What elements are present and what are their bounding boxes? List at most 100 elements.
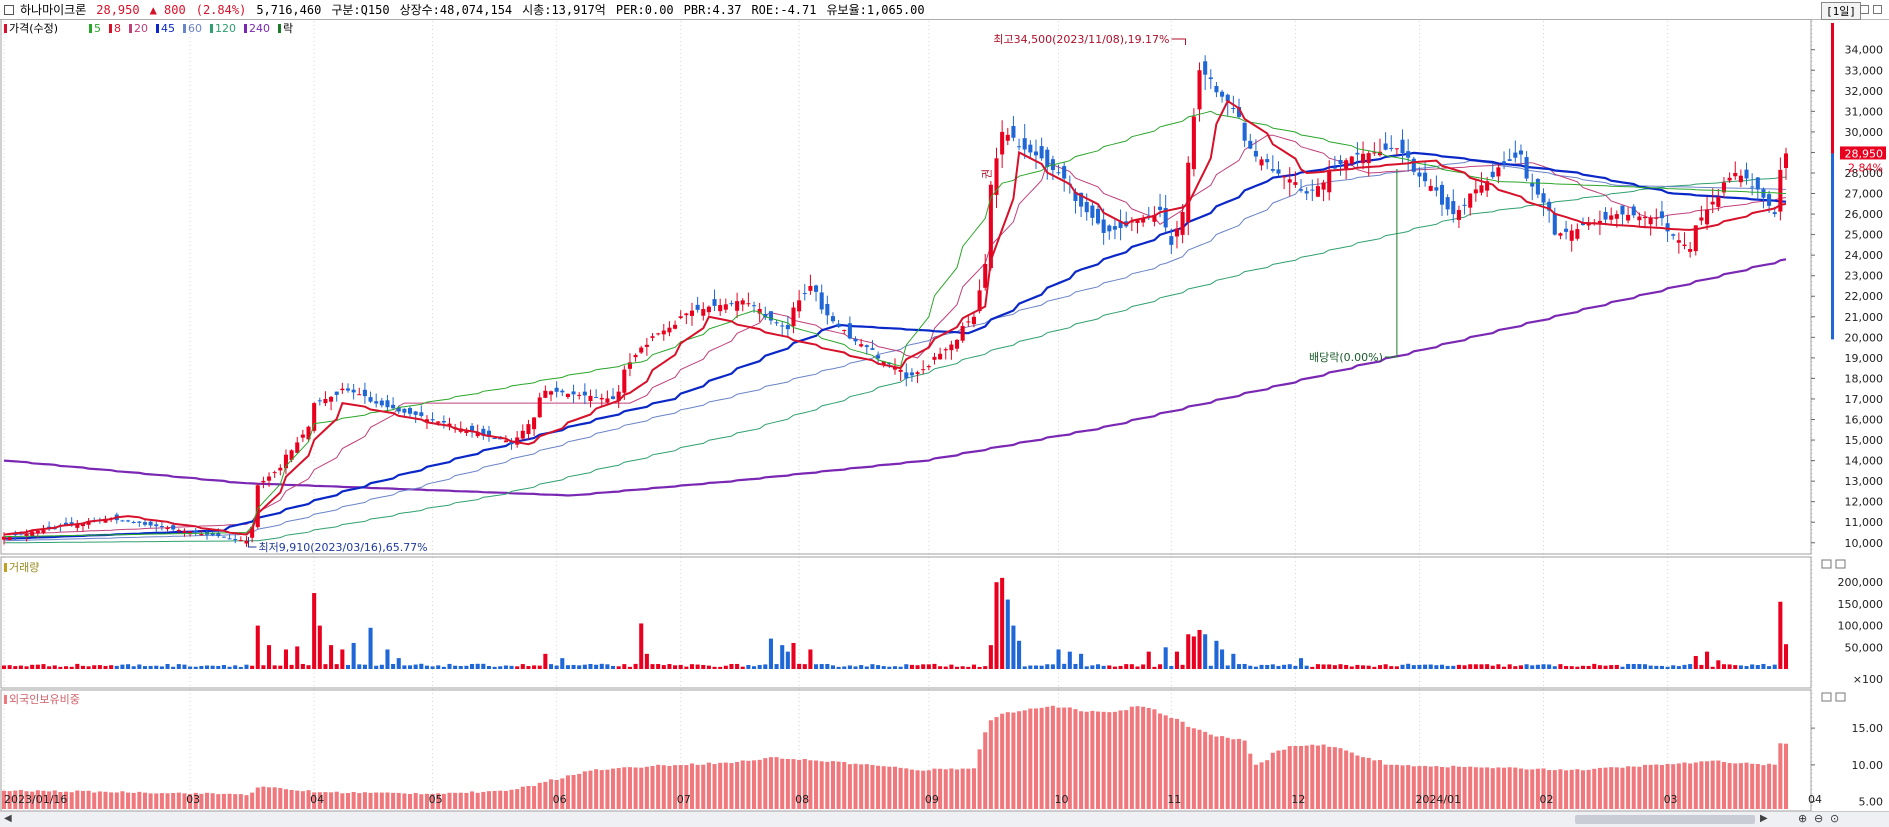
close-icon[interactable] [1873,5,1882,14]
candle-body [588,395,593,402]
volume-bar [379,664,384,669]
foreign-bar [712,764,717,809]
legend-swatch [4,24,7,33]
volume-bar [503,665,508,669]
price-tick-label: 12,000 [1845,496,1884,509]
foreign-bar [1282,749,1287,809]
foreign-bar [47,791,52,809]
candle-body [605,398,610,403]
scroll-left-icon[interactable]: ◀ [4,813,12,824]
foreign-bar [1259,762,1264,809]
zoom-reset-icon[interactable]: ⊙ [1830,812,1840,825]
ma5-path [3,110,1787,538]
foreign-bar [1090,710,1095,809]
foreign-bar [278,788,283,809]
foreign-bar [92,792,97,809]
foreign-bar [1174,718,1179,809]
candle-body [661,330,666,335]
foreign-bar [1558,769,1563,809]
volume-bar [126,664,131,669]
candle-body [532,417,537,430]
volume-bar [244,664,249,669]
volume-bar [142,666,148,669]
foreign-bar [1671,764,1676,809]
candle-body [1372,152,1377,154]
foreign-bar [1637,766,1642,809]
foreign-bar [650,766,655,809]
candle-body [904,372,909,379]
volume-bar [255,625,260,669]
x-tick-label: 04 [1808,793,1822,806]
checkbox[interactable] [4,4,14,15]
candle-body [1265,159,1270,163]
volume-bar [1513,666,1518,669]
candle-body [1186,162,1191,223]
foreign-bar [216,794,221,809]
candle-body [368,397,373,402]
maximize-icon[interactable] [1860,5,1869,14]
price-tick-label: 16,000 [1845,414,1884,427]
candle-body [1496,167,1501,177]
candle-body [938,353,943,360]
candle-body [926,366,931,368]
chart-scrollbar[interactable]: ◀ ▶ ⊕ ⊖ ⊙ [0,811,1889,827]
volume-bar [306,665,311,669]
foreign-bar [75,790,80,809]
foreign-bar [283,789,288,809]
foreign-bar [1017,711,1022,809]
period-selector[interactable]: [1일] [1821,2,1861,20]
zoom-out-icon[interactable]: ⊖ [1814,812,1824,825]
candle-body [159,526,164,528]
candle-body [1755,177,1760,190]
volume-bar [1468,664,1473,669]
volume-bar [1045,664,1050,669]
foreign-bar [554,779,559,809]
candle-body [983,263,988,288]
foreign-bar [306,790,311,809]
volume-bar [1158,664,1163,669]
candle-body [667,327,672,333]
stock-info-bar: 하나마이크론 28,950 ▲ 800 (2.84%) 5,716,460 구분… [0,0,1889,20]
price-tick-label: 21,000 [1845,311,1884,324]
legend-label: 가격(수정) [9,22,58,35]
x-tick-label: 07 [677,793,691,806]
foreign-bar [1648,764,1653,809]
volume-bar [357,664,362,669]
volume-bar [233,665,238,669]
foreign-bar [605,769,610,809]
scroll-thumb[interactable] [1575,815,1755,824]
candle-body [836,323,841,328]
candle-body [1287,179,1292,183]
volume-bar [1772,664,1777,669]
foreign-bar [486,791,492,809]
foreign-bar [740,760,745,809]
candle-body [1479,185,1484,193]
foreign-bar [735,761,740,809]
low-annotation: 최저9,910(2023/03/16),65.77% [258,541,427,554]
candle-body [148,521,153,526]
volume-bar [340,649,345,669]
foreign-bar [1530,769,1535,809]
candle-body [1062,166,1067,179]
candle-body [18,533,23,535]
candle-body [176,530,181,532]
candle-body [424,419,429,422]
stock-chart[interactable]: 10,000 11,000 12,000 13,000 14,000 15,000 16,0… [0,19,1889,811]
volume-bar [1547,664,1552,669]
ma120-path [3,176,1787,544]
foreign-bar [1631,766,1636,809]
foreign-bar [1146,707,1151,809]
x-tick-label: 09 [925,793,939,806]
zoom-in-icon[interactable]: ⊕ [1798,812,1808,825]
candle-body [1518,150,1523,155]
volume-bar [1208,665,1213,669]
volume-bar [1265,664,1270,669]
foreign-bar [300,791,305,809]
foreign-bar [441,793,446,809]
volume-bar [842,666,847,669]
foreign-bar [1000,713,1005,809]
scroll-right-icon[interactable]: ▶ [1760,813,1768,824]
foreign-bar [323,792,328,809]
foreign-bar [267,787,272,809]
foreign-bar [1366,757,1371,809]
